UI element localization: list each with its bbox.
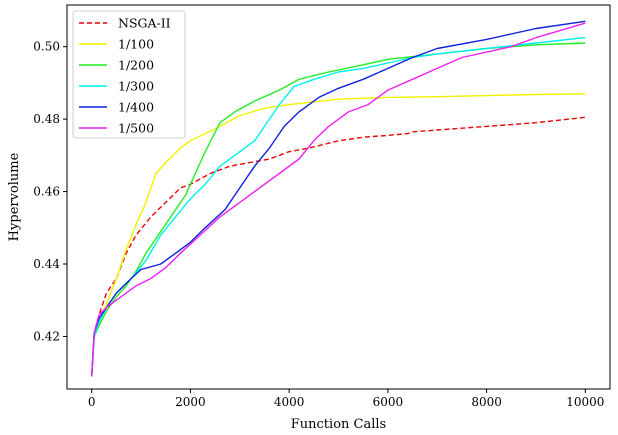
x-tick-label: 10000 xyxy=(566,395,604,409)
x-tick-label: 8000 xyxy=(471,395,502,409)
y-axis-ticks: 0.42 0.44 0.46 0.48 0.50 xyxy=(33,40,67,343)
x-tick-label: 4000 xyxy=(274,395,305,409)
legend-entry-label: 1/300 xyxy=(118,79,154,94)
series-line-5 xyxy=(91,22,586,377)
y-tick-label: 0.46 xyxy=(33,185,60,199)
x-axis-label: Function Calls xyxy=(291,417,386,432)
y-tick-label: 0.50 xyxy=(33,40,60,54)
legend-entry-label: NSGA-II xyxy=(118,16,171,31)
series-line-4 xyxy=(91,20,586,377)
series-line-1 xyxy=(91,93,586,377)
series-line-2 xyxy=(91,42,586,377)
y-tick-label: 0.42 xyxy=(33,329,60,343)
y-tick-label: 0.44 xyxy=(33,257,60,271)
legend-entry-label: 1/400 xyxy=(118,100,154,115)
x-tick-label: 6000 xyxy=(373,395,404,409)
legend: NSGA-II 1/100 1/200 1/300 1/400 1/500 xyxy=(72,10,186,139)
y-tick-label: 0.48 xyxy=(33,112,60,126)
series-layer xyxy=(91,20,586,377)
x-axis-ticks: 0 2000 4000 6000 8000 10000 xyxy=(88,389,604,409)
legend-entry-label: 1/200 xyxy=(118,58,154,73)
legend-entry-label: 1/100 xyxy=(118,37,154,52)
x-tick-label: 2000 xyxy=(175,395,206,409)
x-tick-label: 0 xyxy=(88,395,96,409)
y-axis-label: Hypervolume xyxy=(7,152,22,241)
legend-entry-label: 1/500 xyxy=(118,121,154,136)
